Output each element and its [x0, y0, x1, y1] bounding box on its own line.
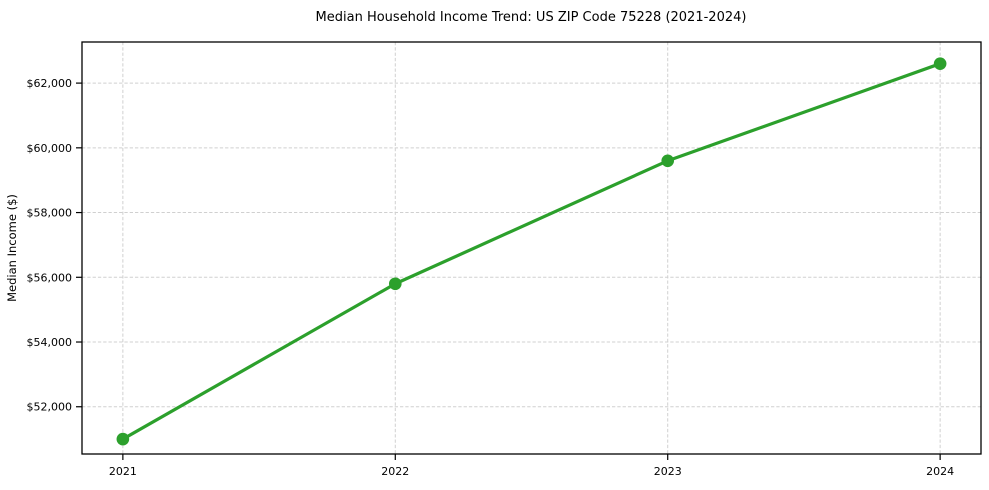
- y-axis-label: Median Income ($): [5, 194, 19, 302]
- y-tick-label: $54,000: [27, 336, 73, 349]
- data-point-2023: [661, 154, 675, 168]
- trend-line: [121, 62, 942, 441]
- y-tick-label: $62,000: [27, 77, 73, 90]
- data-point-2021: [116, 432, 130, 446]
- plot-border: [81, 41, 982, 455]
- chart-title: Median Household Income Trend: US ZIP Co…: [316, 10, 747, 25]
- data-point-2024: [933, 57, 947, 70]
- y-tick-label: $52,000: [27, 401, 73, 414]
- x-tick-label: 2021: [109, 465, 137, 478]
- x-tick-label: 2023: [654, 465, 682, 478]
- plot-layers: $52,000 $54,000 $56,000 $58,000 $60,000 $62,0…: [27, 41, 982, 478]
- data-point-2022: [388, 277, 402, 291]
- y-tick-label: $60,000: [27, 142, 73, 155]
- y-tick-label: $58,000: [27, 207, 73, 220]
- x-tick-label: 2022: [381, 465, 409, 478]
- x-tick-label: 2024: [926, 465, 954, 478]
- y-tick-label: $56,000: [27, 271, 73, 284]
